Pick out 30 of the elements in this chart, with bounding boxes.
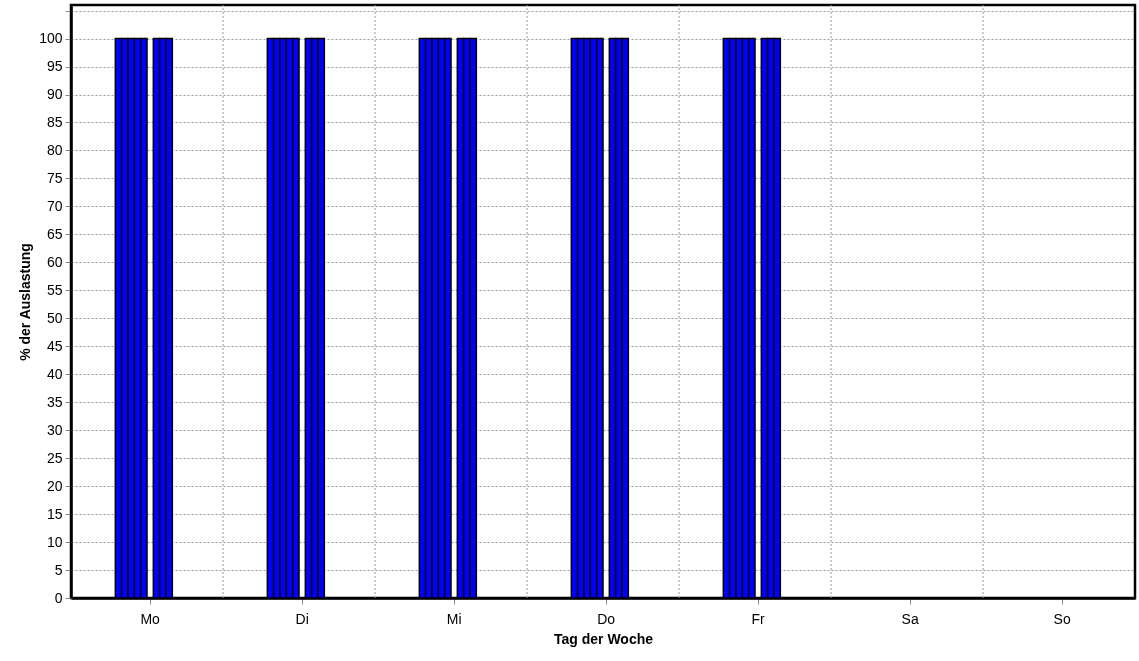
y-tick-label: 65 [46, 225, 63, 242]
y-tick-label: 5 [54, 561, 63, 578]
x-tick-label: Mo [140, 610, 161, 627]
y-tick-label: 60 [46, 253, 63, 270]
x-tick-label: So [1053, 610, 1071, 627]
y-tick-label: 30 [46, 421, 63, 438]
y-tick-label: 20 [46, 477, 63, 494]
y-tick-label: 45 [46, 337, 63, 354]
y-tick-label: 10 [46, 533, 63, 550]
x-tick-label: Sa [901, 610, 919, 627]
x-tick-label: Fr [751, 610, 766, 627]
y-tick-label: 75 [46, 169, 63, 186]
y-tick-label: 70 [46, 197, 63, 214]
y-tick-label: 0 [54, 589, 63, 606]
y-tick-label: 100 [39, 30, 63, 47]
y-axis-title: % der Auslastung [17, 243, 34, 361]
y-tick-label: 55 [46, 281, 63, 298]
x-tick-label: Mi [446, 610, 462, 627]
y-tick-label: 40 [46, 365, 63, 382]
y-tick-label: 35 [46, 393, 63, 410]
y-tick-label: 25 [46, 449, 63, 466]
y-tick-label: 50 [46, 309, 63, 326]
y-tick-label: 90 [46, 86, 63, 103]
x-axis-title: Tag der Woche [553, 630, 654, 647]
y-tick-label: 15 [46, 505, 63, 522]
x-tick-label: Do [597, 610, 616, 627]
y-tick-label: 95 [46, 58, 63, 75]
x-tick-label: Di [295, 610, 309, 627]
y-tick-label: 80 [46, 141, 63, 158]
y-tick-label: 85 [46, 113, 63, 130]
